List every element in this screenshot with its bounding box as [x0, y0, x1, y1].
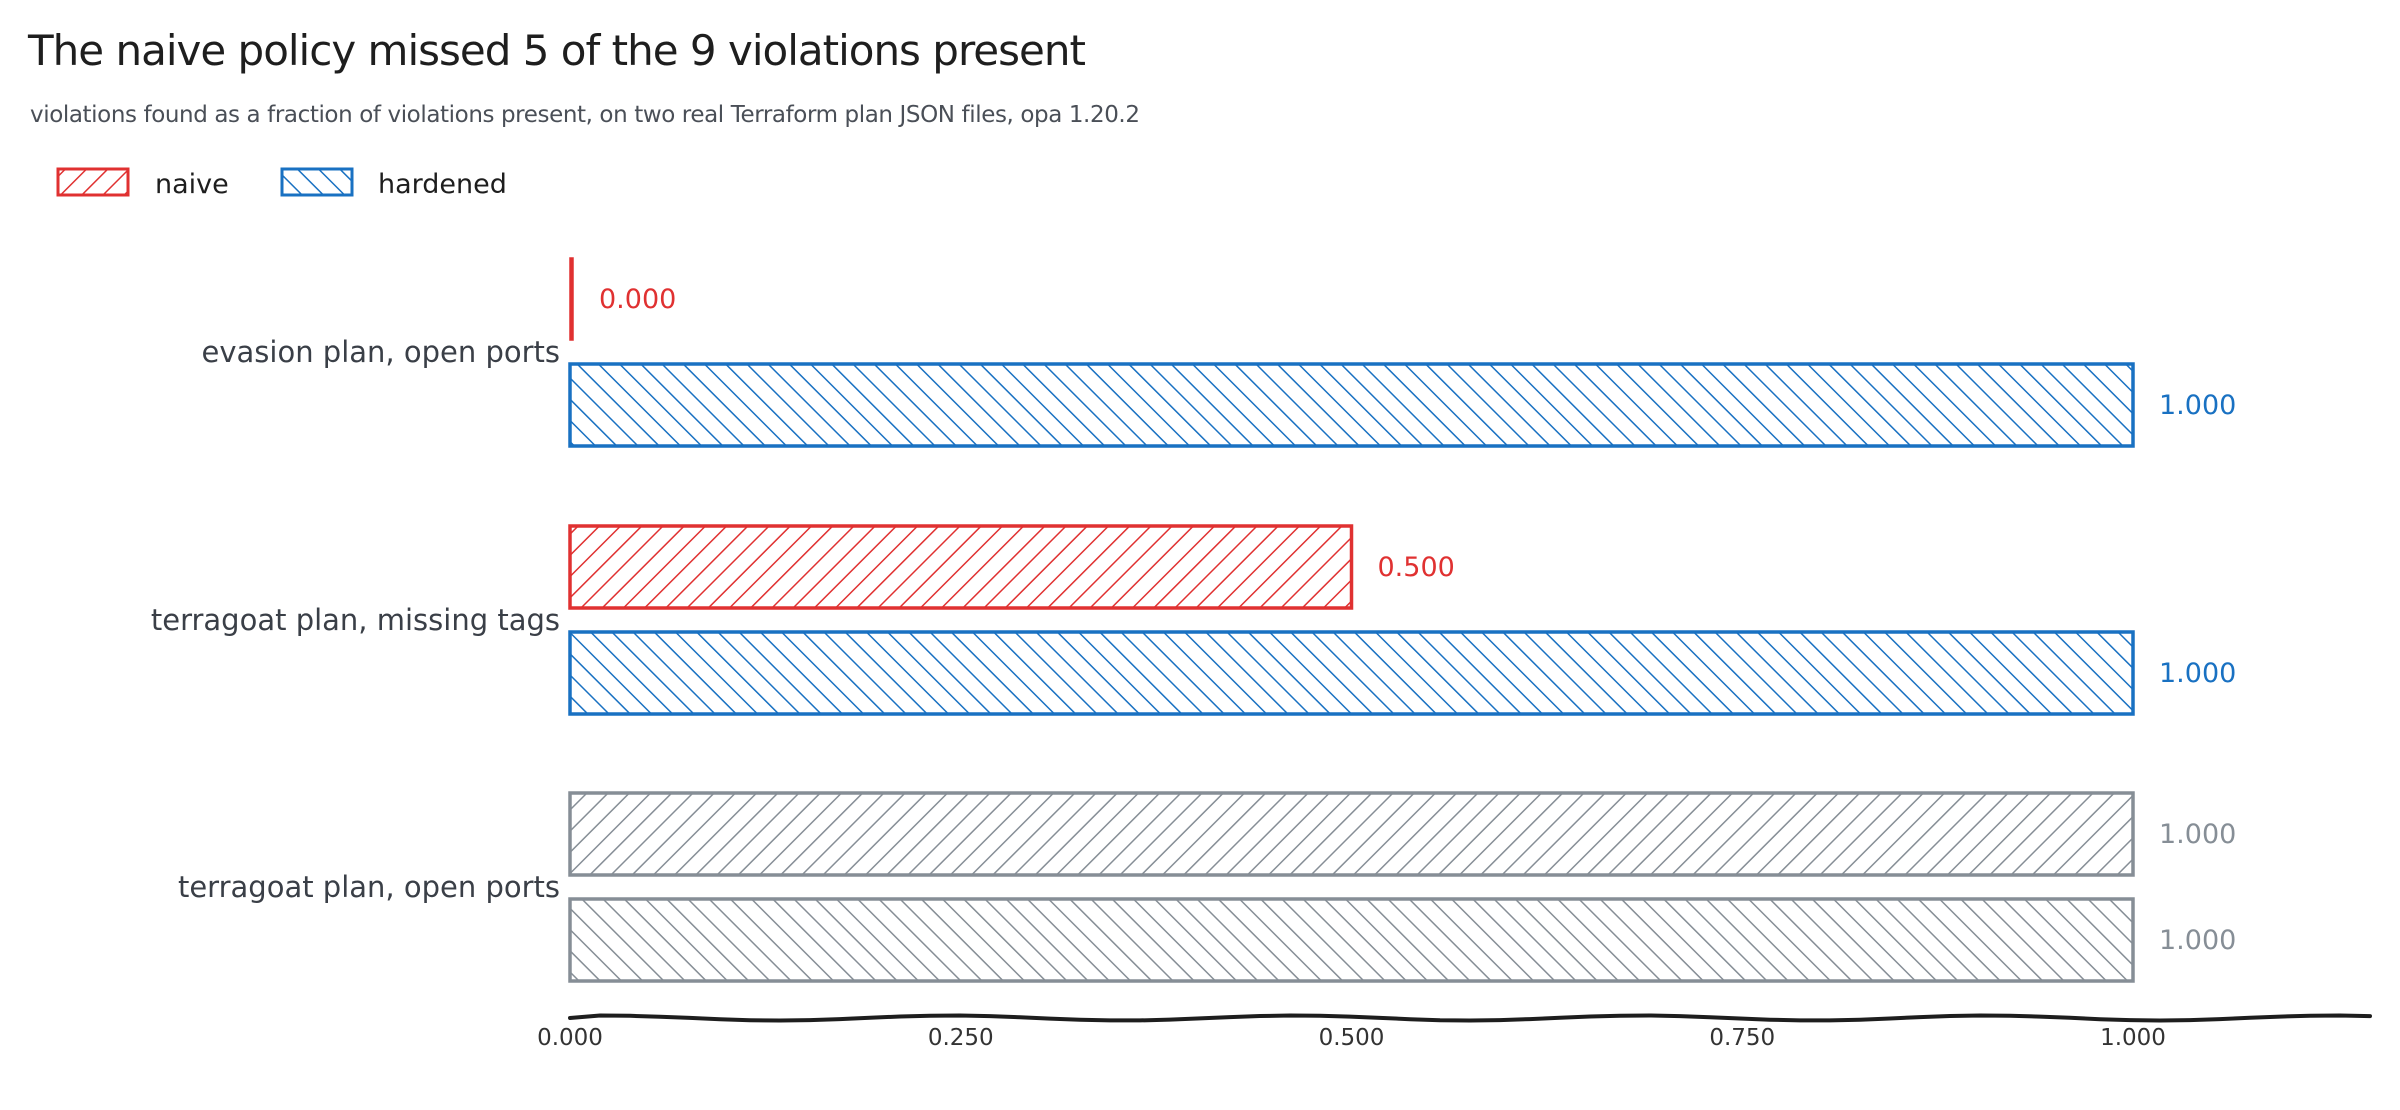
legend-swatch-naive — [56, 167, 130, 197]
legend-swatch-hardened — [280, 167, 354, 197]
category-label: terragoat plan, open ports — [178, 870, 560, 904]
value-label-naive: 0.000 — [599, 284, 676, 315]
value-label-naive: 0.500 — [1378, 552, 1455, 583]
chart-title: The naive policy missed 5 of the 9 viola… — [28, 26, 1086, 75]
category-label: terragoat plan, missing tags — [151, 603, 560, 637]
legend: naive hardened — [56, 167, 507, 200]
bar-hardened — [568, 897, 2135, 983]
category-label: evasion plan, open ports — [202, 335, 560, 369]
category-labels: evasion plan, open ports terragoat plan, … — [151, 335, 560, 904]
value-label-hardened: 1.000 — [2159, 658, 2236, 689]
x-tick-label: 0.500 — [1319, 1025, 1385, 1051]
x-axis-line — [568, 1013, 2372, 1023]
value-label-hardened: 1.000 — [2159, 390, 2236, 421]
bar-naive — [569, 257, 574, 341]
x-axis: 0.000 0.250 0.500 0.750 1.000 — [537, 1013, 2372, 1051]
value-label-naive: 1.000 — [2159, 819, 2236, 850]
bar-naive — [568, 791, 2135, 877]
legend-label-hardened: hardened — [378, 169, 507, 200]
x-tick-label: 1.000 — [2100, 1025, 2166, 1051]
bar-naive — [568, 524, 1354, 610]
x-tick-label: 0.750 — [1709, 1025, 1775, 1051]
x-tick-label: 0.000 — [537, 1025, 603, 1051]
x-tick-label: 0.250 — [928, 1025, 994, 1051]
bar-hardened — [568, 630, 2135, 716]
value-label-hardened: 1.000 — [2159, 925, 2236, 956]
bar-hardened — [568, 362, 2135, 448]
bars: 0.000 1.000 0.500 1.000 1.000 1.000 — [568, 257, 2236, 983]
chart-subtitle: violations found as a fraction of violat… — [30, 102, 1140, 128]
legend-label-naive: naive — [155, 169, 229, 200]
